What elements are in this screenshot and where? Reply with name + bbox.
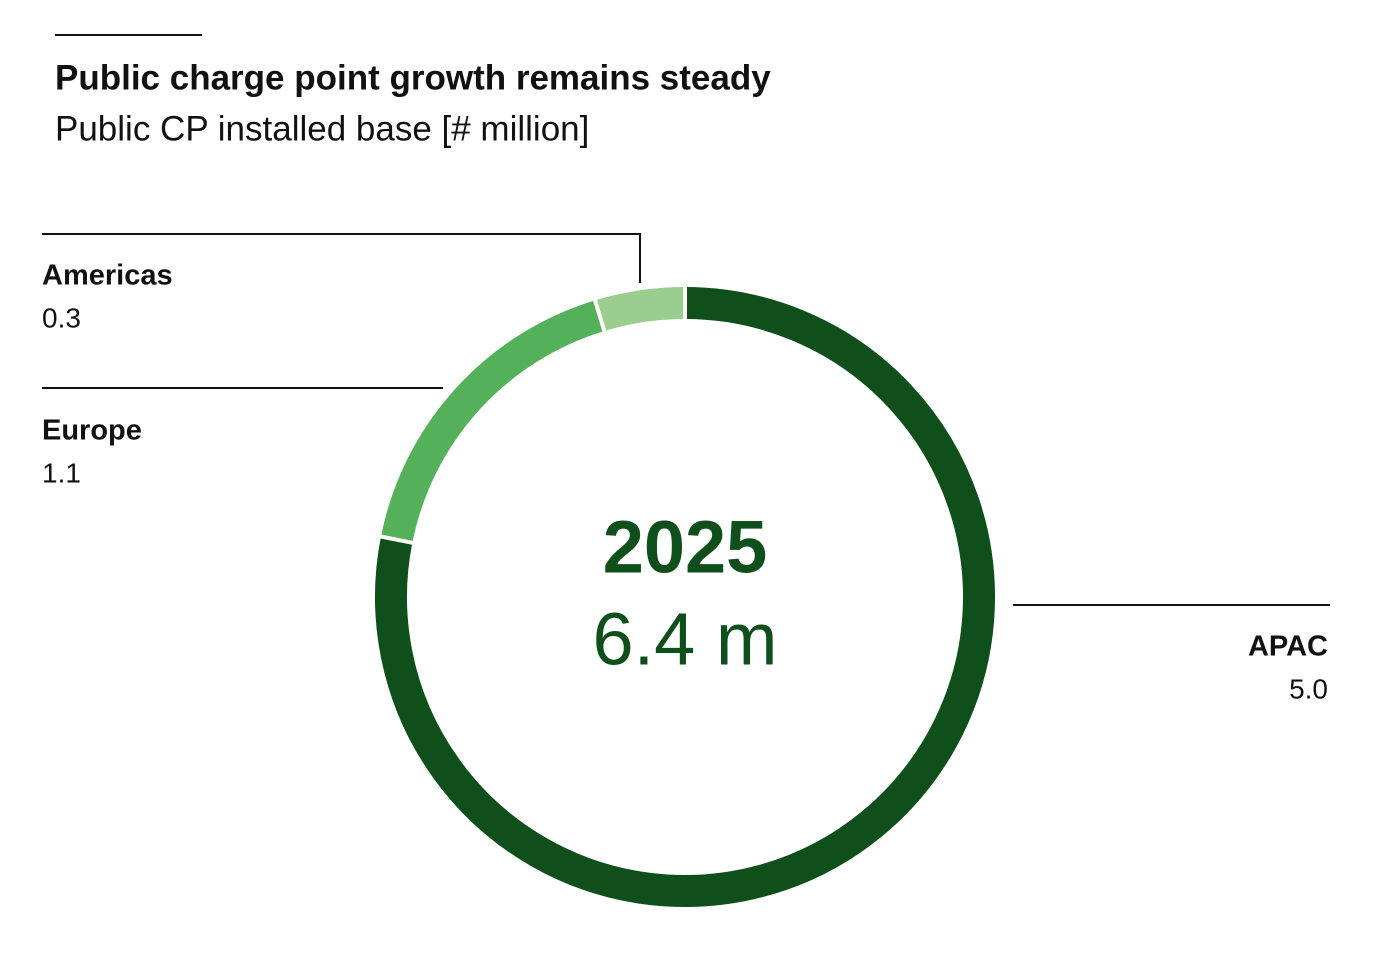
center-label: 2025 <box>603 506 768 589</box>
data-label: 5.0 <box>1289 673 1328 704</box>
segment-gap <box>592 297 607 334</box>
data-label: 1.1 <box>42 457 81 488</box>
donut-segment <box>380 300 605 543</box>
donut-segment <box>375 287 995 907</box>
chart-subtitle: Public CP installed base [# million] <box>55 109 589 148</box>
legend-label: APAC <box>1248 631 1328 663</box>
segment-gap <box>378 534 415 546</box>
chart-title: Public charge point growth remains stead… <box>55 58 771 97</box>
center-value: 6.4 m <box>592 598 777 681</box>
data-label: 0.3 <box>42 302 81 333</box>
legend-label: Europe <box>42 415 142 447</box>
legend-label: Americas <box>42 260 173 292</box>
donut-segment <box>595 287 686 332</box>
